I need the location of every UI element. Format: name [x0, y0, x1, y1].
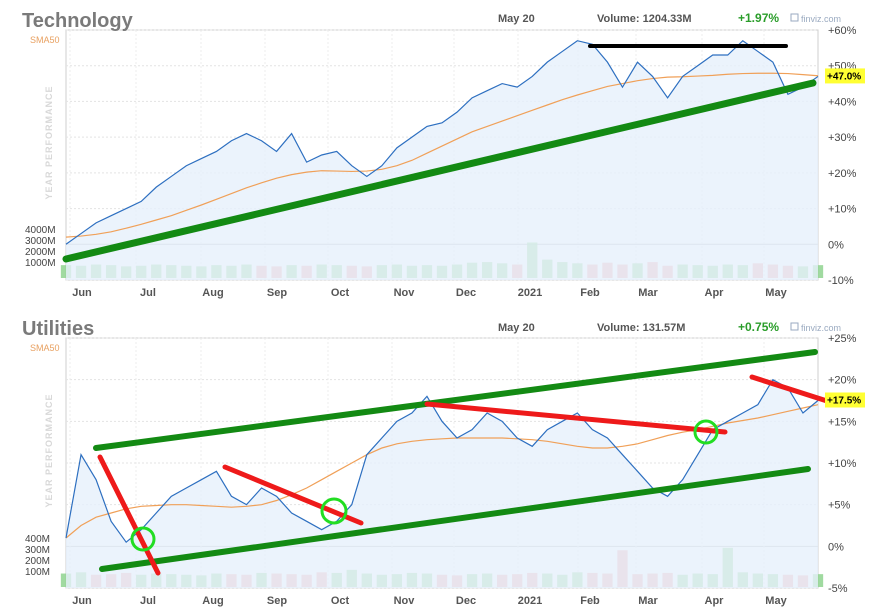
brand-icon	[790, 13, 799, 22]
y-tick-label: +20%	[828, 375, 857, 387]
sma-legend-label: SMA50	[30, 343, 60, 353]
volume-tick-label: 300M	[25, 545, 50, 556]
x-tick-label: Oct	[331, 287, 350, 299]
header-volume: Volume: 1204.33M	[597, 13, 692, 25]
panel-technology: -10%0%+10%+20%+30%+40%+50%+60%Jun Jul Aug S…	[22, 10, 865, 299]
channel-upper-line	[93, 349, 818, 451]
volume-tick-label: 200M	[25, 556, 50, 567]
x-tick-label: Feb	[580, 595, 600, 607]
volume-tick-label: 4000M	[25, 225, 56, 236]
y-tick-label: -10%	[828, 275, 854, 287]
breakout-circle-1	[130, 526, 156, 552]
last-value-label: +47.0%	[827, 71, 861, 82]
y-tick-label: +40%	[828, 96, 857, 108]
x-tick-label: Sep	[267, 595, 287, 607]
y-tick-label: 0%	[828, 239, 844, 251]
header-change: +1.97%	[738, 11, 779, 25]
panel-utilities: -5% 0% +5% +10% +15% +20% +25% Jun Jul Aug Sep Oct N…	[22, 318, 865, 607]
brand-label: finviz.com	[801, 14, 841, 24]
x-tick-label: Aug	[202, 595, 223, 607]
trendline-support	[62, 79, 817, 263]
performance-line	[65, 378, 819, 544]
sma50-line	[65, 72, 819, 238]
x-tick-label: 2021	[518, 595, 542, 607]
header-change: +0.75%	[738, 320, 779, 334]
volume-tick-label: 1000M	[25, 258, 56, 269]
downtrend-line-1	[97, 454, 161, 576]
x-tick-label: Jun	[72, 595, 92, 607]
panel-title: Utilities	[22, 318, 94, 340]
sma-legend-label: SMA50	[30, 35, 60, 45]
last-value-badge	[825, 68, 865, 84]
x-tick-label: Nov	[394, 595, 416, 607]
x-tick-label: Mar	[638, 595, 658, 607]
x-tick-label: 2021	[518, 287, 542, 299]
y-tick-label: +30%	[828, 132, 857, 144]
y-axis-label: YEAR PERFORMANCE	[44, 393, 54, 507]
brand-label: finviz.com	[801, 323, 841, 333]
volume-tick-label: 100M	[25, 567, 50, 578]
header-date: May 20	[498, 13, 535, 25]
volume-tick-label: 3000M	[25, 236, 56, 247]
last-value-label: +17.5%	[827, 396, 861, 407]
x-tick-label: Apr	[705, 287, 725, 299]
x-tick-label: Jun	[72, 287, 92, 299]
x-tick-label: May	[765, 595, 787, 607]
y-tick-label: +10%	[828, 204, 857, 216]
y-tick-label: +15%	[828, 416, 857, 428]
last-value-badge	[825, 392, 865, 408]
y-tick-label: +5%	[828, 500, 851, 512]
y-tick-label: +10%	[828, 458, 857, 470]
y-tick-label: +20%	[828, 168, 857, 180]
y-axis-label: YEAR PERFORMANCE	[44, 85, 54, 199]
x-tick-label: Dec	[456, 595, 476, 607]
channel-lower-line	[99, 466, 811, 572]
brand-icon	[790, 322, 799, 331]
x-tick-label: Dec	[456, 287, 476, 299]
x-tick-label: Jul	[140, 595, 156, 607]
downtrend-line-2	[222, 464, 364, 526]
y-tick-label: 0%	[828, 541, 844, 553]
y-tick-label: +60%	[828, 25, 857, 37]
performance-area	[66, 40, 818, 280]
volume-tick-label: 2000M	[25, 247, 56, 258]
panel-title: Technology	[22, 10, 134, 32]
y-tick-label: +25%	[828, 333, 857, 345]
x-tick-label: Sep	[267, 287, 287, 299]
breakout-circle-3	[693, 419, 719, 445]
x-tick-label: Oct	[331, 595, 350, 607]
x-tick-label: Apr	[705, 595, 725, 607]
y-tick-label: -5%	[828, 583, 848, 595]
header-volume: Volume: 131.57M	[597, 322, 685, 334]
breakout-circle-2	[320, 497, 348, 525]
performance-line	[65, 39, 819, 245]
volume-tick-label: 400M	[25, 534, 50, 545]
x-tick-label: Aug	[202, 287, 223, 299]
x-tick-label: May	[765, 287, 787, 299]
x-tick-label: Nov	[394, 287, 416, 299]
performance-area	[66, 379, 818, 588]
x-tick-label: Mar	[638, 287, 658, 299]
header-date: May 20	[498, 322, 535, 334]
downtrend-line-3	[424, 401, 728, 435]
x-tick-label: Feb	[580, 287, 600, 299]
x-tick-label: Jul	[140, 287, 156, 299]
downtrend-line-4	[749, 374, 830, 404]
